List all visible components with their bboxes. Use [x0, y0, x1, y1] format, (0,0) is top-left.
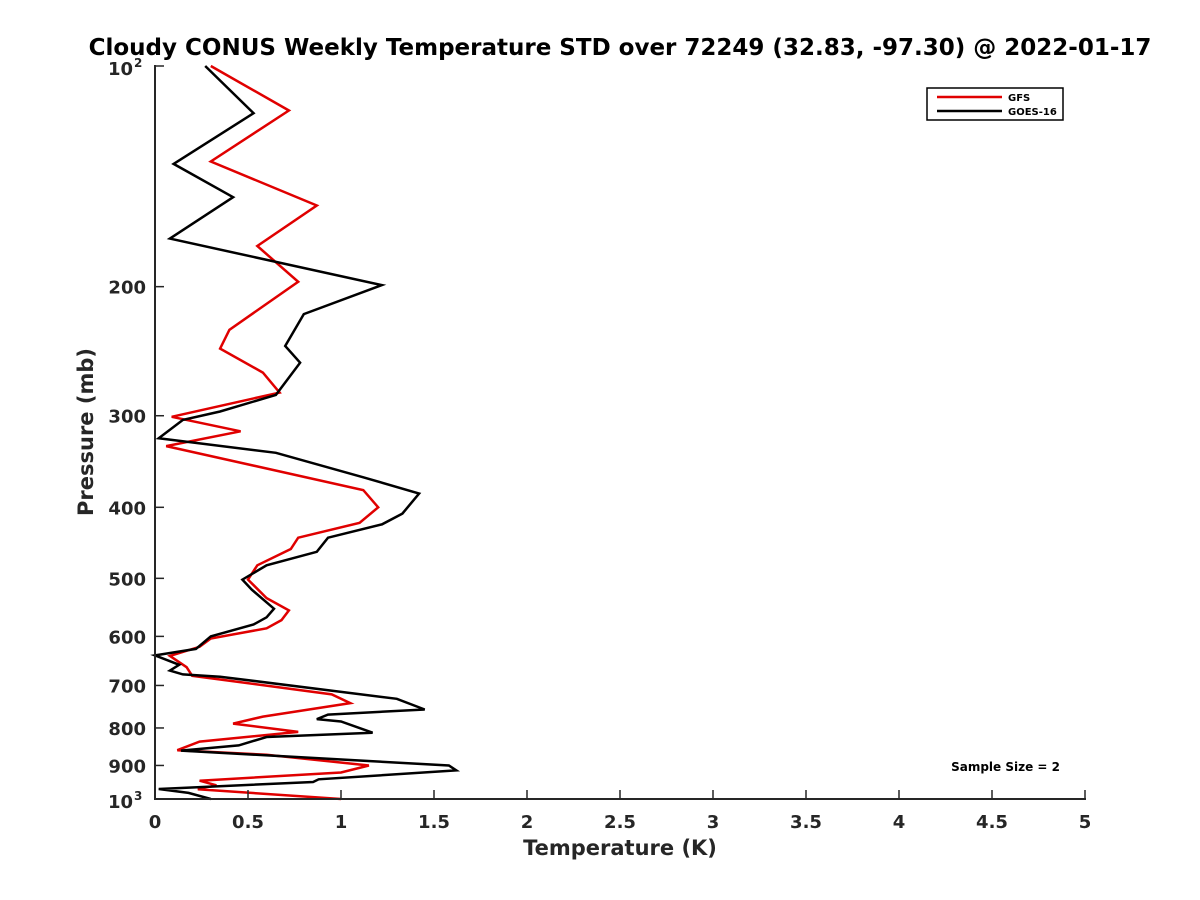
- legend-label-gfs: GFS: [1008, 93, 1030, 104]
- y-tick-label: 200: [108, 278, 146, 299]
- x-tick-label: 0.5: [232, 812, 264, 833]
- x-tick-label: 3: [707, 812, 720, 833]
- y-tick-label: 10: [108, 792, 133, 813]
- series-layer: [150, 64, 461, 801]
- x-tick-label: 1.5: [418, 812, 450, 833]
- x-tick-label: 5: [1079, 812, 1092, 833]
- x-tick-label: 2: [521, 812, 534, 833]
- y-axis-label: Pressure (mb): [74, 348, 98, 516]
- y-tick-label: 500: [108, 569, 146, 590]
- y-tick-label: 10: [108, 59, 133, 80]
- x-tick-label: 0: [149, 812, 162, 833]
- y-tick-label: 800: [108, 719, 146, 740]
- y-tick-label: 300: [108, 407, 146, 428]
- y-tick-label: 700: [108, 676, 146, 697]
- x-ticks: 0 0.5 1 1.5 2 2.5 3 3.5 4 4.5 5: [149, 790, 1092, 833]
- x-tick-label: 3.5: [790, 812, 822, 833]
- y-tick-label: 400: [108, 498, 146, 519]
- x-tick-label: 1: [335, 812, 348, 833]
- x-tick-label: 4: [893, 812, 906, 833]
- sample-size-annotation: Sample Size = 2: [951, 760, 1060, 774]
- x-tick-label: 4.5: [976, 812, 1008, 833]
- y-tick-exponent: 2: [134, 56, 142, 70]
- x-tick-label: 2.5: [604, 812, 636, 833]
- series-line-goes16: [150, 65, 461, 801]
- y-tick-exponent: 3: [134, 789, 142, 803]
- legend: GFS GOES-16: [926, 87, 1064, 121]
- series-line-gfs: [165, 64, 380, 801]
- x-axis-label: Temperature (K): [523, 836, 717, 860]
- legend-label-goes16: GOES-16: [1008, 107, 1057, 118]
- y-tick-label: 600: [108, 627, 146, 648]
- legend-box: [926, 87, 1064, 121]
- y-tick-label: 900: [108, 756, 146, 777]
- chart-title: Cloudy CONUS Weekly Temperature STD over…: [89, 35, 1152, 61]
- plot-area: [155, 66, 1085, 799]
